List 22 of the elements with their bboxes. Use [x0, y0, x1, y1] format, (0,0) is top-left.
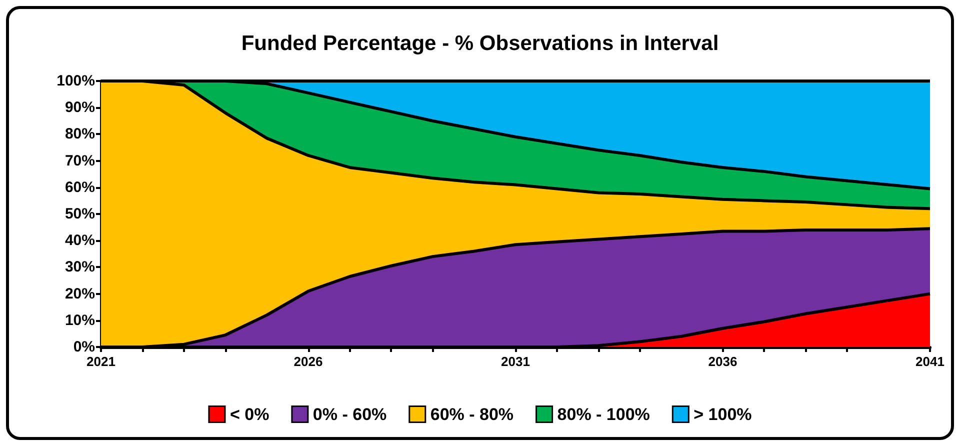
legend-label: 0% - 60% — [312, 404, 387, 424]
y-tick-label: 20% — [64, 285, 95, 302]
y-tick-label: 80% — [64, 126, 95, 143]
y-tick-label: 50% — [64, 206, 95, 222]
legend-label: > 100% — [694, 404, 752, 424]
chart-title: Funded Percentage - % Observations in Interval — [241, 32, 719, 55]
y-tick-label: 70% — [64, 152, 95, 170]
x-tick-label: 2021 — [86, 354, 116, 369]
legend-label: < 0% — [230, 404, 270, 424]
y-tick-label: 0% — [73, 338, 95, 356]
y-tick-label: 90% — [64, 99, 95, 116]
y-tick-label: 40% — [64, 232, 95, 250]
y-tick-label: 10% — [64, 312, 95, 329]
y-tick-label: 100% — [56, 72, 95, 90]
legend-label: 80% - 100% — [557, 404, 650, 424]
x-tick-label: 2041 — [916, 354, 944, 369]
x-tick-label: 2036 — [708, 354, 738, 369]
y-tick-label: 60% — [64, 178, 95, 196]
legend-label: 60% - 80% — [430, 404, 514, 424]
x-tick-label: 2031 — [501, 354, 530, 369]
x-tick-label: 2026 — [294, 354, 323, 369]
y-tick-label: 30% — [64, 258, 95, 276]
